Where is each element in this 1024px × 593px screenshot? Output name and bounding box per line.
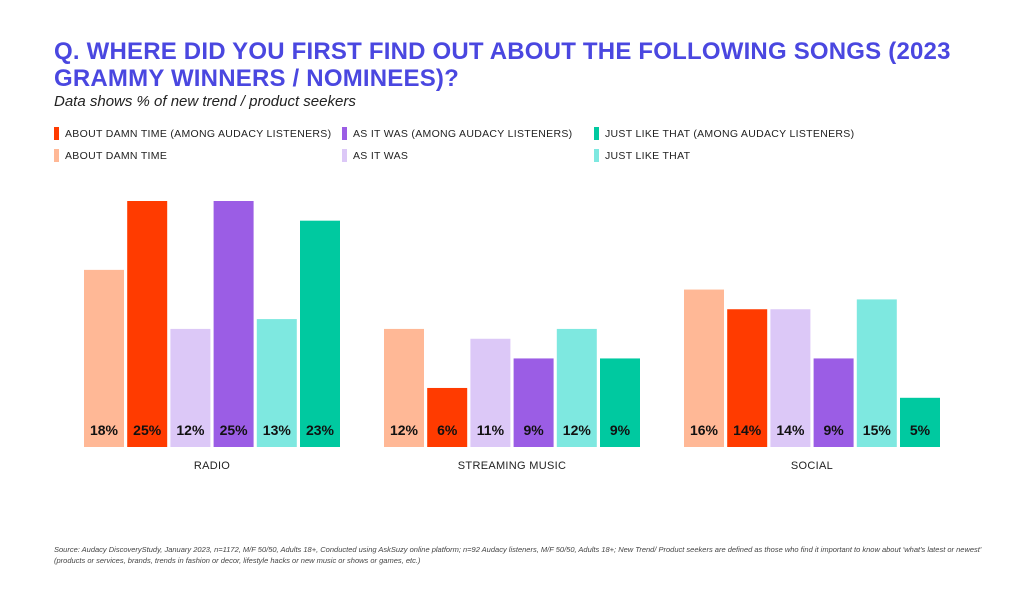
bar	[684, 289, 724, 447]
data-label: 15%	[863, 422, 892, 438]
bar	[300, 220, 340, 447]
category-label: RADIO	[194, 460, 230, 472]
data-label: 16%	[690, 422, 719, 438]
legend-label: JUST LIKE THAT	[605, 149, 691, 162]
legend-item: AS IT WAS	[342, 149, 408, 162]
legend-label: AS IT WAS (AMONG AUDACY LISTENERS)	[353, 127, 573, 140]
data-label: 25%	[133, 422, 162, 438]
category-label: STREAMING MUSIC	[458, 460, 566, 472]
chart-title: Q. WHERE DID YOU FIRST FIND OUT ABOUT TH…	[54, 38, 951, 92]
legend-item: AS IT WAS (AMONG AUDACY LISTENERS)	[342, 127, 572, 140]
bar	[170, 328, 211, 447]
legend-swatch	[342, 149, 347, 162]
data-label: 23%	[306, 422, 335, 438]
bar	[600, 358, 640, 447]
data-label: 13%	[263, 422, 292, 438]
legend-label: ABOUT DAMN TIME	[65, 149, 168, 162]
data-label: 9%	[610, 422, 631, 438]
bar	[470, 338, 511, 447]
legend-label: ABOUT DAMN TIME (AMONG AUDACY LISTENERS)	[65, 127, 332, 140]
bar	[256, 319, 297, 447]
legend-item: JUST LIKE THAT	[594, 149, 690, 162]
data-label: 14%	[733, 422, 762, 438]
legend-swatch	[342, 127, 347, 140]
data-label: 25%	[220, 422, 249, 438]
chart-subtitle: Data shows % of new trend / product seek…	[54, 93, 356, 110]
data-label: 12%	[176, 422, 205, 438]
bar	[513, 358, 554, 447]
bar	[427, 387, 468, 447]
category-label: SOCIAL	[791, 460, 833, 472]
data-label: 14%	[776, 422, 805, 438]
legend-label: JUST LIKE THAT (AMONG AUDACY LISTENERS)	[605, 127, 855, 140]
data-label: 5%	[910, 422, 931, 438]
legend-item: ABOUT DAMN TIME (AMONG AUDACY LISTENERS)	[54, 127, 331, 140]
legend-item: ABOUT DAMN TIME	[54, 149, 167, 162]
bar	[813, 358, 854, 447]
legend-item: JUST LIKE THAT (AMONG AUDACY LISTENERS)	[594, 127, 854, 140]
bar	[213, 201, 254, 447]
data-label: 9%	[523, 422, 544, 438]
data-label: 12%	[390, 422, 419, 438]
bar	[770, 309, 811, 447]
bar	[556, 328, 597, 447]
data-label: 11%	[477, 422, 505, 438]
data-label: 18%	[90, 422, 119, 438]
bar	[900, 397, 940, 447]
legend-swatch	[54, 149, 59, 162]
bar	[127, 201, 168, 447]
legend-swatch	[594, 127, 599, 140]
data-label: 6%	[437, 422, 458, 438]
bar	[856, 299, 897, 447]
legend-label: AS IT WAS	[353, 149, 409, 162]
bar	[84, 269, 124, 447]
bar	[727, 309, 768, 447]
legend: ABOUT DAMN TIME (AMONG AUDACY LISTENERS)…	[54, 127, 1014, 167]
legend-swatch	[594, 149, 599, 162]
data-label: 9%	[823, 422, 844, 438]
source-note: Source: Audacy DiscoveryStudy, January 2…	[54, 545, 982, 565]
data-label: 12%	[563, 422, 592, 438]
legend-swatch	[54, 127, 59, 140]
bar	[384, 328, 424, 447]
